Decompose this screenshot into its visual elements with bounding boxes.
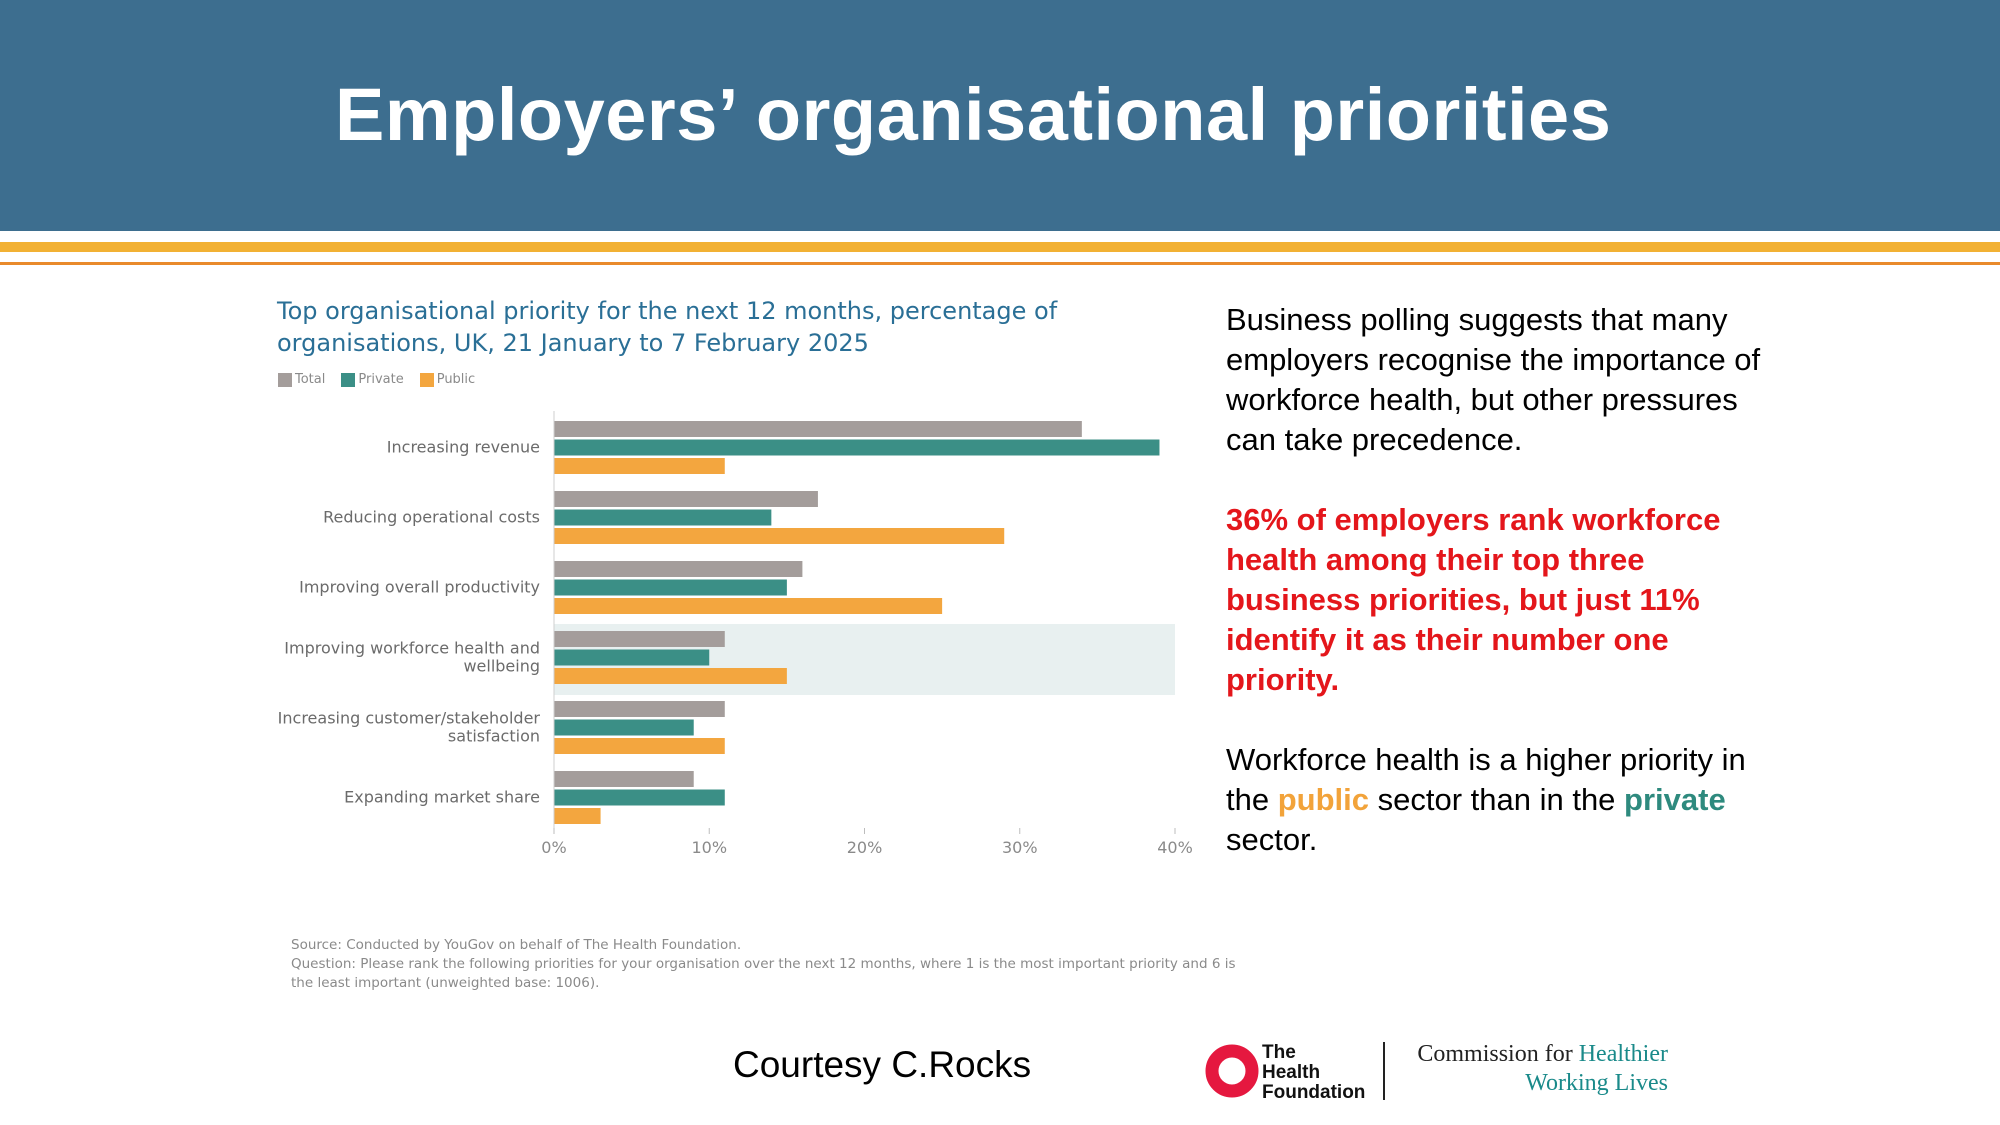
bar-total — [554, 771, 694, 787]
legend-label-total: Total — [295, 372, 326, 387]
bar-total — [554, 701, 725, 717]
legend-item-private: Private — [341, 372, 404, 387]
logo-line: Foundation — [1262, 1082, 1366, 1103]
chart-title: Top organisational priority for the next… — [277, 297, 1058, 357]
keyword-private: private — [1624, 782, 1726, 817]
commission-line-1: Commission for Healthier — [1398, 1040, 1668, 1069]
legend-swatch-private — [341, 372, 356, 387]
bar-private — [554, 719, 694, 736]
source-note: Source: Conducted by YouGov on behalf of… — [291, 936, 1251, 993]
x-tick-label: 10% — [691, 838, 727, 857]
legend-label-public: Public — [436, 372, 476, 387]
sector-text-a: Workforce health is a higher priority in… — [1226, 742, 1746, 817]
bar-public — [554, 668, 787, 684]
x-tick-label: 20% — [847, 838, 883, 857]
category-label: Reducing operational costs — [323, 508, 540, 527]
health-foundation-wordmark: The Health Foundation — [1262, 1043, 1365, 1103]
bar-private — [554, 789, 725, 806]
bar-public — [554, 738, 725, 754]
legend-label-private: Private — [358, 372, 404, 387]
accent-stripe-yellow — [0, 242, 2000, 252]
legend-item-total: Total — [278, 372, 325, 387]
legend-swatch-total — [278, 372, 292, 387]
commentary-intro: Business polling suggests that many empl… — [1226, 302, 1761, 457]
bar-private — [554, 649, 710, 666]
source-line: Source: Conducted by YouGov on behalf of… — [291, 937, 742, 953]
keyword-public: public — [1277, 782, 1369, 817]
bar-public — [554, 808, 601, 824]
bar-private — [554, 579, 787, 596]
commentary-sector: Workforce health is a higher priority in… — [1226, 740, 1766, 860]
bar-total — [554, 561, 803, 577]
legend-swatch-public — [419, 372, 434, 387]
bar-total — [554, 491, 818, 507]
category-label: Improving workforce health and — [284, 639, 540, 658]
bar-public — [554, 528, 1005, 544]
x-tick-label: 0% — [541, 838, 566, 857]
bar-private — [554, 509, 772, 526]
courtesy-credit: Courtesy C.Rocks — [733, 1044, 1032, 1085]
bar-public — [554, 458, 725, 474]
commission-line-2: Working Lives — [1525, 1070, 1668, 1096]
commission-text: Commission for — [1417, 1041, 1579, 1067]
x-tick-label: 30% — [1002, 838, 1038, 857]
question-line: Question: Please rank the following prio… — [291, 956, 1236, 991]
bar-private — [554, 439, 1160, 456]
logo-line: Health — [1262, 1062, 1321, 1083]
bar-total — [554, 631, 725, 647]
legend-item-public: Public — [419, 372, 476, 387]
commentary-highlight: 36% of employers rank workforce health a… — [1226, 502, 1721, 697]
category-label: Increasing customer/stakeholder — [278, 709, 541, 728]
category-label: Expanding market share — [344, 788, 540, 807]
accent-stripe-orange — [0, 262, 2000, 265]
category-label: Improving overall productivity — [299, 578, 540, 597]
x-tick-label: 40% — [1157, 838, 1193, 857]
category-label: satisfaction — [448, 727, 540, 746]
side-commentary: Business polling suggests that many empl… — [1226, 300, 1766, 900]
header-banner: Employers’ organisational priorities — [0, 0, 2000, 231]
commission-text-teal: Healthier — [1578, 1041, 1668, 1067]
sector-text-b: sector than in the — [1369, 782, 1625, 817]
logo-line: The — [1262, 1042, 1296, 1063]
health-foundation-logo-icon — [1205, 1044, 1259, 1098]
commission-wordmark: Commission for Healthier Working Lives — [1398, 1040, 1668, 1098]
page-title: Employers’ organisational priorities — [335, 73, 1612, 156]
category-label: wellbeing — [463, 657, 540, 676]
bar-public — [554, 598, 943, 614]
bar-total — [554, 421, 1082, 437]
logo-divider — [1383, 1042, 1385, 1100]
sector-text-c: sector. — [1226, 822, 1318, 857]
category-label: Increasing revenue — [387, 438, 540, 457]
chart-legend: Total Private Public — [278, 372, 475, 387]
